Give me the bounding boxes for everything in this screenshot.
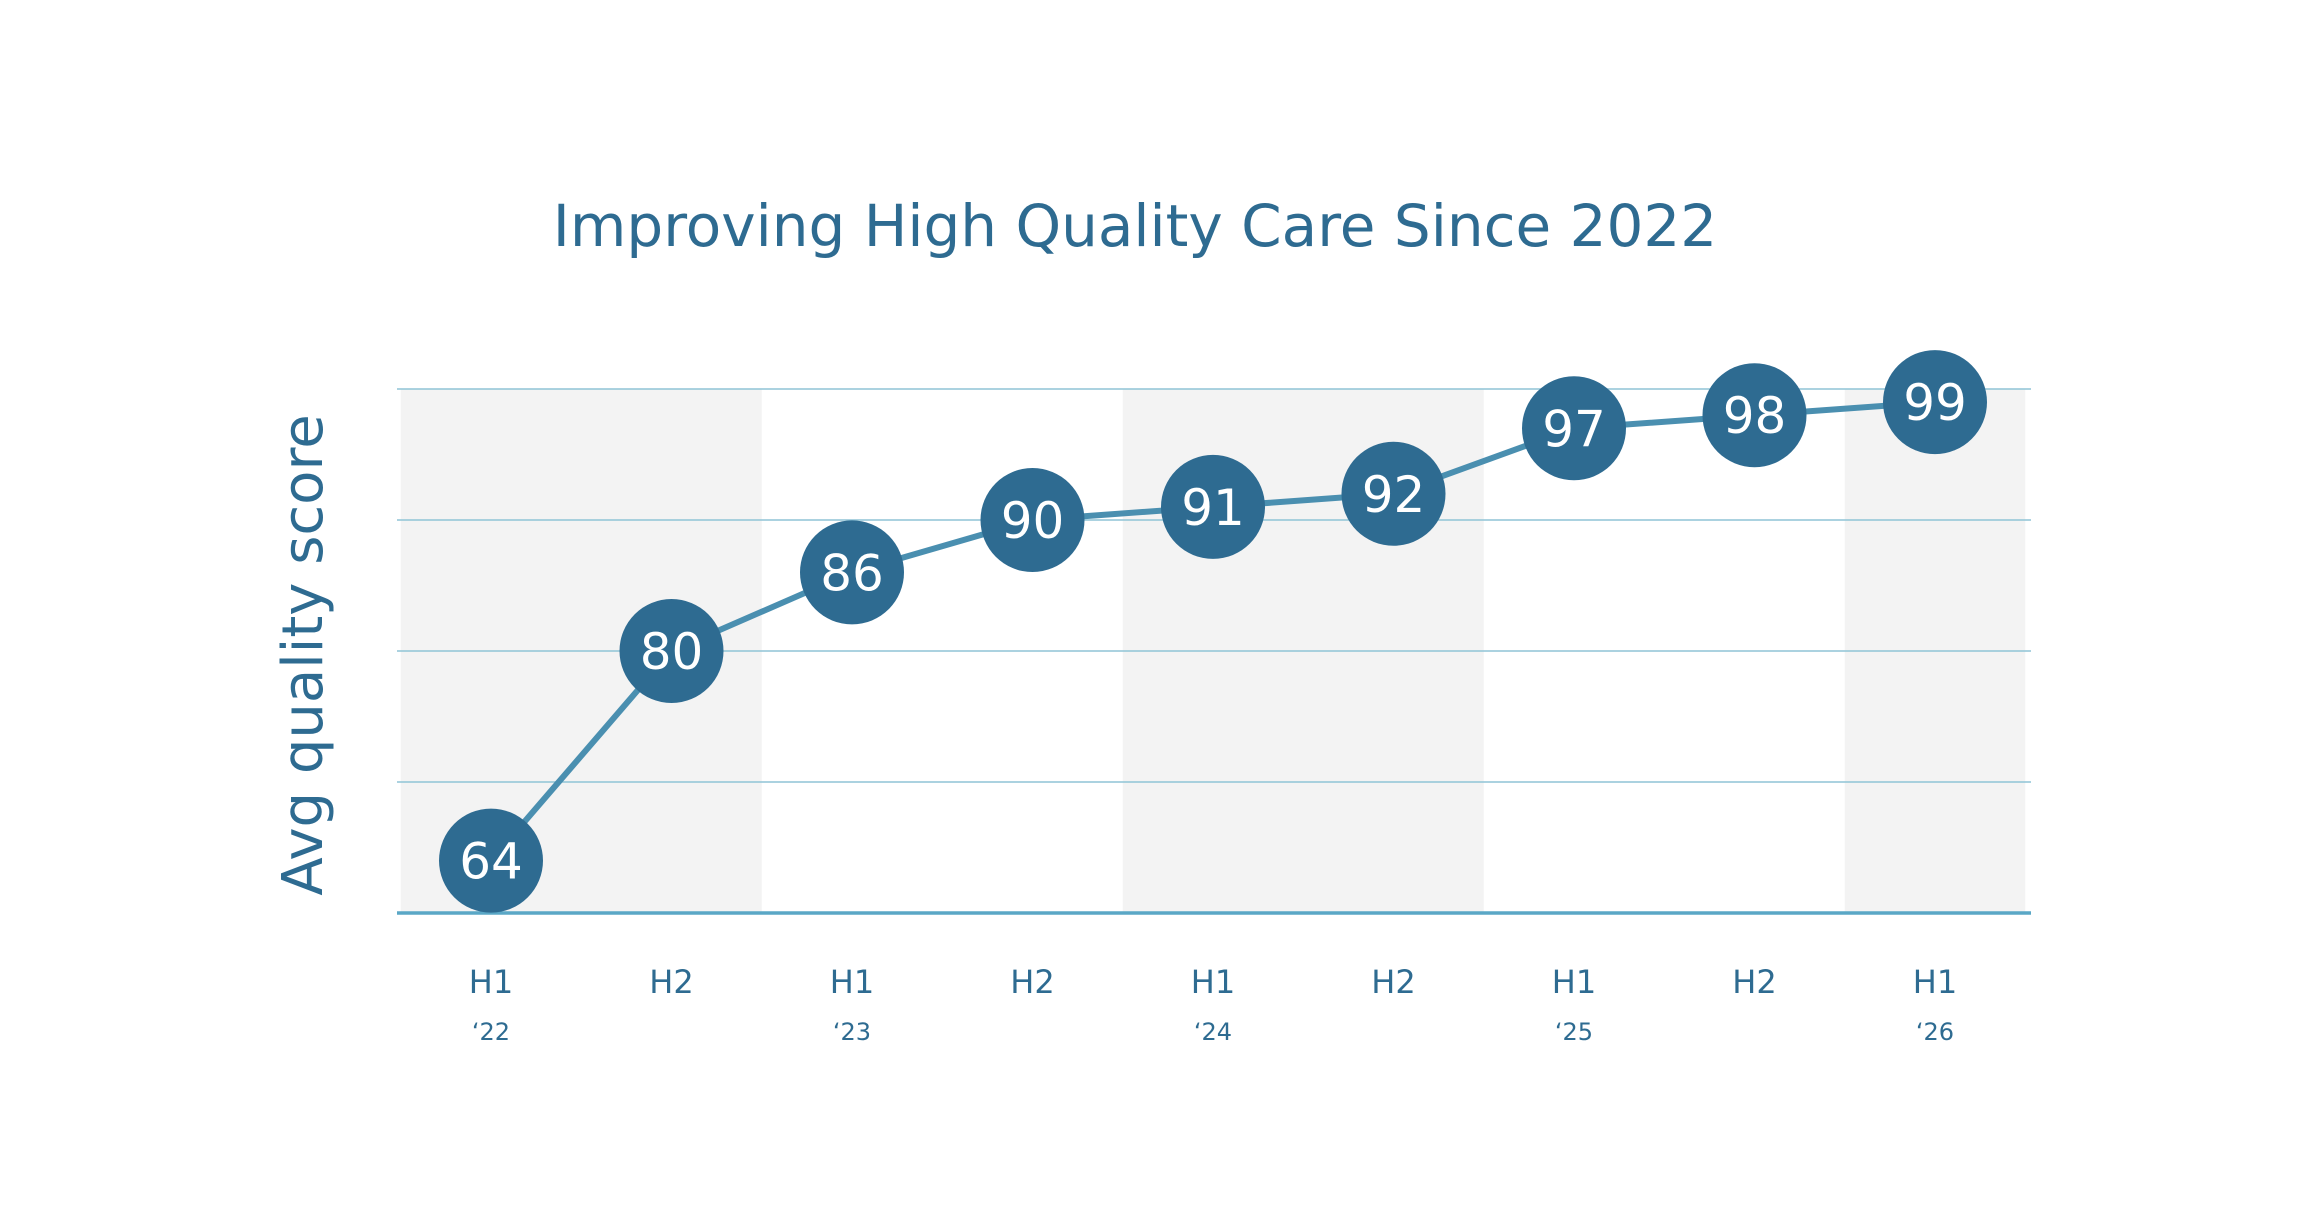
data-label-3: 90 <box>1001 492 1065 550</box>
data-point-6 <box>1522 376 1626 481</box>
x-year-label-0: ‘22 <box>472 1018 510 1046</box>
y-axis-label: Avg quality score <box>271 414 336 895</box>
data-point-8 <box>1883 350 1987 455</box>
x-tick-label-6: H1 <box>1552 963 1596 1001</box>
data-point-1 <box>619 599 724 703</box>
data-point-4 <box>1161 454 1265 559</box>
data-label-6: 97 <box>1542 400 1606 458</box>
data-point-7 <box>1702 363 1807 468</box>
x-tick-label-2: H1 <box>830 963 874 1001</box>
x-tick-labels: H1 ‘22 H2 H1 ‘23 H2 H1 ‘24 H2 H1 ‘25 H2 H1 ‘26 <box>469 963 1957 1046</box>
data-label-7: 98 <box>1723 387 1787 445</box>
x-tick-label-7: H2 <box>1732 963 1776 1001</box>
data-label-2: 86 <box>820 544 884 602</box>
data-points: 64 80 86 90 91 92 97 98 99 <box>439 350 1987 913</box>
data-point-5 <box>1341 441 1446 546</box>
data-point-0 <box>439 808 543 913</box>
x-tick-label-4: H1 <box>1191 963 1235 1001</box>
x-tick-label-3: H2 <box>1010 963 1054 1001</box>
data-point-2 <box>800 520 904 625</box>
x-tick-label-1: H2 <box>649 963 693 1001</box>
x-year-label-6: ‘25 <box>1555 1018 1593 1046</box>
x-tick-label-8: H1 <box>1913 963 1957 1001</box>
data-point-3 <box>980 468 1085 572</box>
data-label-8: 99 <box>1903 374 1967 432</box>
x-tick-label-0: H1 <box>469 963 513 1001</box>
x-tick-label-5: H2 <box>1371 963 1415 1001</box>
chart-title: Improving High Quality Care Since 2022 <box>553 192 1717 260</box>
data-label-4: 91 <box>1181 479 1245 537</box>
x-year-label-4: ‘24 <box>1194 1018 1232 1046</box>
data-label-1: 80 <box>640 623 704 681</box>
data-label-0: 64 <box>459 833 523 891</box>
data-label-5: 92 <box>1362 466 1426 524</box>
x-year-label-8: ‘26 <box>1916 1018 1954 1046</box>
x-year-label-2: ‘23 <box>833 1018 871 1046</box>
